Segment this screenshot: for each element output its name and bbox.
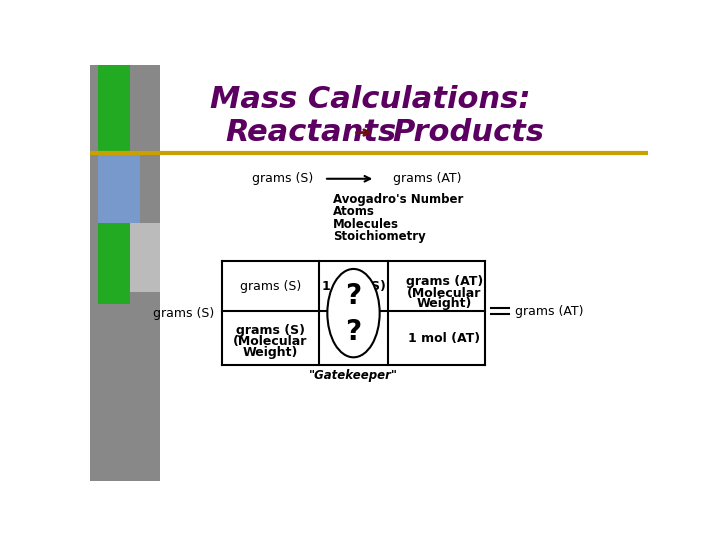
Text: Stoichiometry: Stoichiometry [333,230,426,243]
Text: Weight): Weight) [417,296,472,309]
Text: Reactants: Reactants [225,118,397,147]
Bar [98,153,140,222]
Text: grams (AT): grams (AT) [406,275,483,288]
Text: grams (AT): grams (AT) [515,305,583,318]
Bar [90,65,160,481]
Text: grams (S): grams (S) [153,307,214,320]
Text: Products: Products [392,118,544,147]
Text: (Molecular: (Molecular [233,335,307,348]
Text: Weight): Weight) [243,346,298,359]
Text: 1 mol (S): 1 mol (S) [322,280,385,293]
Bar [90,65,648,153]
Text: Avogadro's Number: Avogadro's Number [333,193,464,206]
Text: Molecules: Molecules [333,218,400,231]
Text: 1 mol (AT): 1 mol (AT) [408,332,481,345]
Text: ?: ? [346,319,361,346]
Text: ?: ? [346,282,361,310]
Bar [160,65,648,153]
Bar [130,222,160,292]
Ellipse shape [328,269,379,357]
Text: Mass Calculations:: Mass Calculations: [210,85,531,114]
Bar [98,65,130,303]
Text: Atoms: Atoms [333,205,375,218]
Text: (Molecular: (Molecular [408,287,482,300]
Text: grams (S): grams (S) [240,280,301,293]
Text: grams (S): grams (S) [235,324,305,337]
Text: grams (S): grams (S) [251,172,312,185]
Text: grams (AT): grams (AT) [393,172,462,185]
Text: "Gatekeeper": "Gatekeeper" [309,369,398,382]
